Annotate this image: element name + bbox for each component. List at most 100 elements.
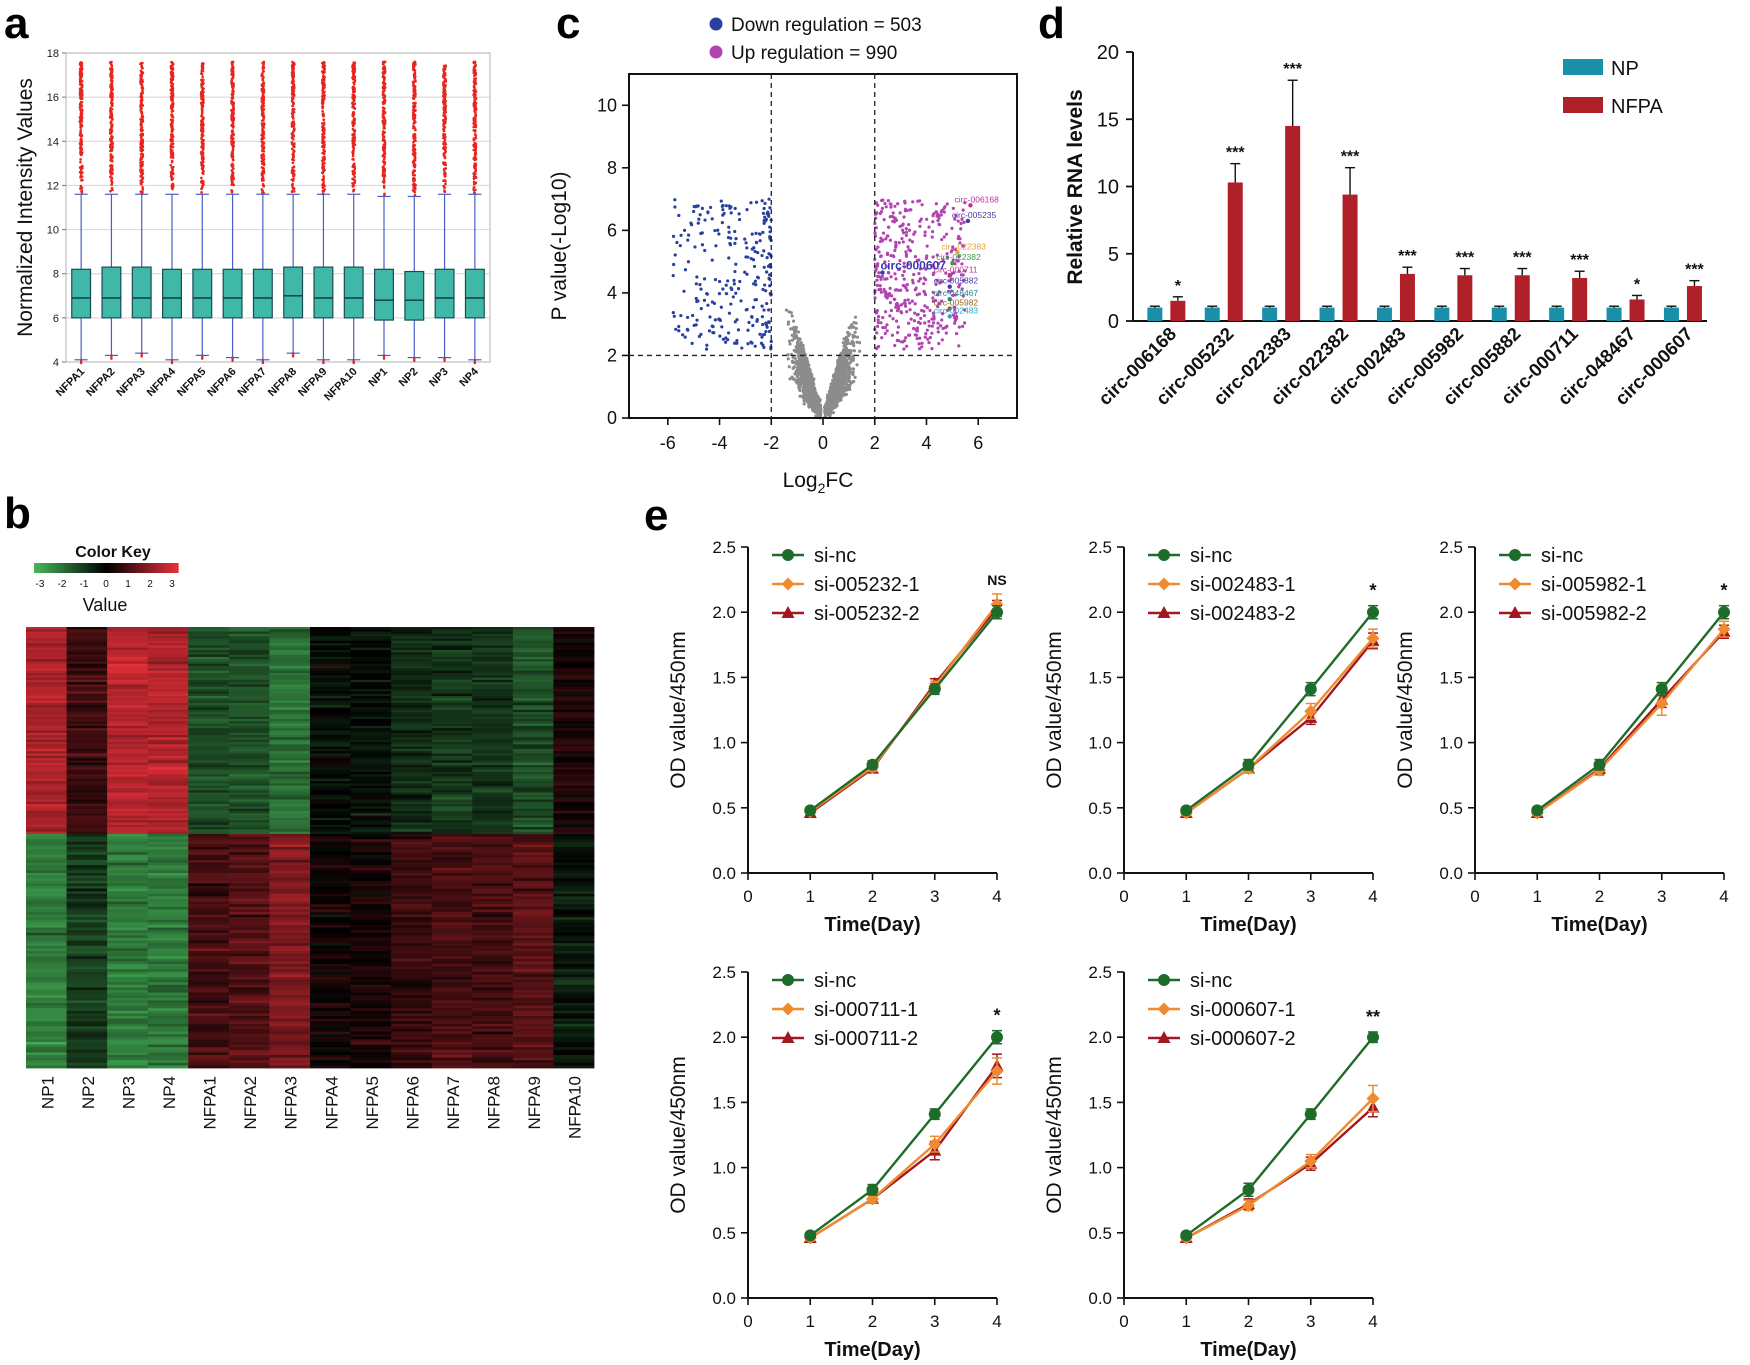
heatmap-cell xyxy=(188,919,230,923)
heatmap-cell xyxy=(431,948,473,952)
heatmap-cell xyxy=(310,682,351,685)
heatmap-cell xyxy=(391,860,433,863)
heatmap-cell xyxy=(147,878,189,882)
heatmap-cell xyxy=(269,758,311,761)
outlier-point xyxy=(291,134,294,137)
heatmap-cell xyxy=(310,1062,351,1066)
heatmap-cell xyxy=(188,677,230,681)
heatmap-cell xyxy=(26,964,67,967)
outlier-point xyxy=(413,105,417,108)
heatmap-cell xyxy=(553,693,595,697)
outlier-point xyxy=(79,153,83,157)
outlier-point xyxy=(200,122,203,126)
heatmap-cell xyxy=(107,806,149,810)
outlier-point xyxy=(291,60,294,64)
heatmap-cell xyxy=(228,862,270,866)
heatmap-cell xyxy=(553,654,595,658)
heatmap-cell xyxy=(107,854,149,858)
heatmap-cell xyxy=(26,663,67,667)
heatmap-cell xyxy=(188,721,230,724)
heatmap-cell xyxy=(147,707,189,711)
heatmap-cell xyxy=(391,1000,433,1004)
heatmap-cell xyxy=(350,1060,392,1064)
heatmap-cell xyxy=(350,1013,392,1017)
heatmap-cell xyxy=(553,827,595,830)
heatmap-cell xyxy=(188,661,230,665)
heatmap-cell xyxy=(147,659,189,662)
heatmap-cell xyxy=(269,627,311,630)
heatmap-cell xyxy=(391,873,433,876)
heatmap-cell xyxy=(310,938,351,941)
heatmap-cell xyxy=(147,930,189,934)
heatmap-cell xyxy=(26,767,67,770)
heatmap-cell xyxy=(188,679,230,683)
heatmap-cell xyxy=(147,966,189,970)
heatmap-cell xyxy=(269,760,311,764)
heatmap-cell xyxy=(269,857,311,861)
outlier-point xyxy=(169,125,173,129)
heatmap-cell xyxy=(228,852,270,856)
heatmap-cell xyxy=(553,709,595,713)
heatmap-cell xyxy=(228,979,270,983)
heatmap-cell xyxy=(26,1062,67,1066)
heatmap-cell xyxy=(553,652,595,655)
heatmap-cell xyxy=(350,1026,392,1030)
heatmap-cell xyxy=(188,1021,230,1025)
heatmap-cell xyxy=(66,867,108,871)
heatmap-cell xyxy=(26,794,67,798)
heatmap-cell xyxy=(350,919,392,923)
heatmap-cell xyxy=(107,865,149,869)
heatmap-cell xyxy=(228,930,270,934)
heatmap-cell xyxy=(147,732,189,736)
heatmap-cell xyxy=(66,958,108,962)
heatmap-cell xyxy=(228,725,270,729)
heatmap-cell xyxy=(310,1000,351,1004)
heatmap-cell xyxy=(310,799,351,803)
heatmap-cell xyxy=(391,847,433,850)
outlier-point xyxy=(443,189,446,193)
heatmap-cell xyxy=(188,1023,230,1027)
heatmap-cell xyxy=(350,1021,392,1025)
heatmap-cell xyxy=(147,1044,189,1048)
heatmap-cell xyxy=(269,645,311,649)
heatmap-cell xyxy=(188,753,230,757)
heatmap-cell xyxy=(66,829,108,833)
heatmap-cell xyxy=(512,640,554,644)
heatmap-cell xyxy=(66,1016,108,1019)
outlier-point xyxy=(442,69,446,72)
heatmap-cell xyxy=(269,886,311,889)
heatmap-cell xyxy=(512,696,554,699)
heatmap-cell xyxy=(350,627,392,630)
heatmap-cell xyxy=(391,751,433,754)
heatmap-cell xyxy=(228,806,270,810)
heatmap-cell xyxy=(391,1034,433,1038)
heatmap-cell xyxy=(26,758,67,761)
outlier-point xyxy=(472,122,476,126)
heatmap-cell xyxy=(66,760,108,764)
heatmap-cell xyxy=(147,815,189,819)
heatmap-cell xyxy=(147,808,189,812)
heatmap-cell xyxy=(228,705,270,708)
outlier-point xyxy=(261,134,265,137)
heatmap-cell xyxy=(269,792,311,796)
heatmap-cell xyxy=(391,668,433,672)
outlier-point xyxy=(110,98,114,102)
heatmap-cell xyxy=(310,636,351,639)
heatmap-cell xyxy=(228,948,270,952)
heatmap-cell xyxy=(228,847,270,850)
heatmap-cell xyxy=(472,765,514,768)
heatmap-cell xyxy=(147,873,189,876)
heatmap-cell xyxy=(228,1003,270,1006)
heatmap-cell xyxy=(553,670,595,674)
heatmap-cell xyxy=(269,742,311,745)
heatmap-cell xyxy=(431,883,473,887)
heatmap-cell xyxy=(228,785,270,789)
heatmap-cell xyxy=(431,990,473,993)
heatmap-cell xyxy=(107,922,149,926)
heatmap-cell xyxy=(269,1060,311,1064)
heatmap-cell xyxy=(391,836,433,840)
heatmap-cell xyxy=(512,689,554,692)
heatmap-cell xyxy=(269,971,311,975)
outlier-point xyxy=(110,70,114,73)
heatmap-cell xyxy=(107,966,149,970)
